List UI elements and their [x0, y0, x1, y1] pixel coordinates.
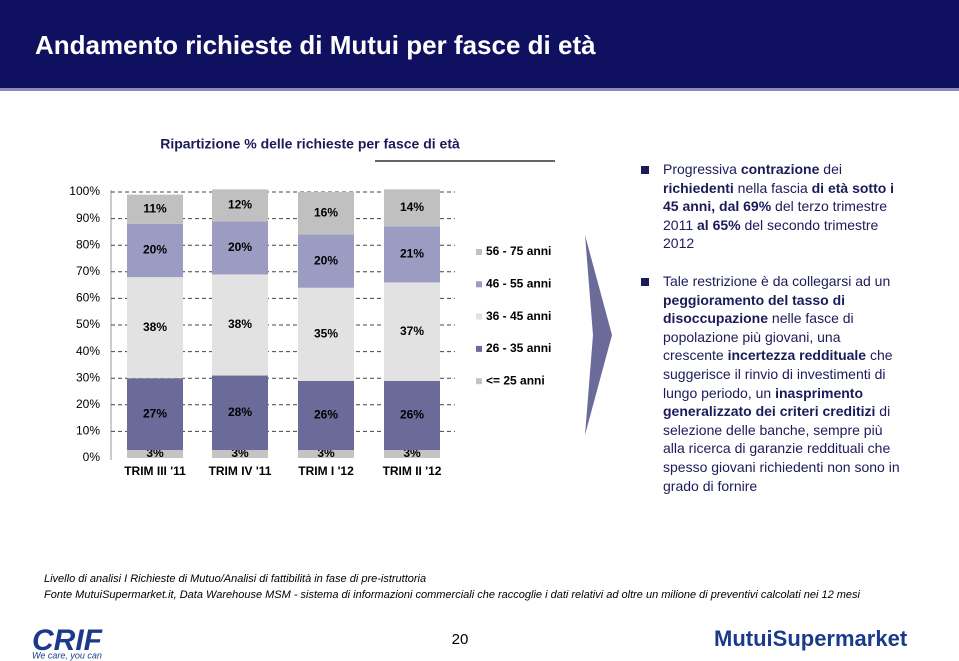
chart-title: Ripartizione % delle richieste per fasce… [160, 136, 460, 152]
data-label: 21% [400, 247, 424, 261]
emphasis: di età sotto i 45 anni, dal 69% [663, 179, 895, 215]
data-label: 38% [228, 317, 252, 331]
header-rule [0, 88, 959, 91]
y-tick-label: 80% [76, 237, 100, 251]
y-tick-label: 60% [76, 291, 100, 305]
legend-swatch [476, 281, 482, 288]
bullet-marker [641, 166, 649, 174]
y-tick-label: 40% [76, 344, 100, 358]
bar-segment [298, 234, 354, 288]
legend-label: 26 - 35 anni [486, 341, 551, 355]
data-label: 28% [228, 405, 252, 419]
bar-segment [298, 192, 354, 235]
bar-segment [298, 450, 354, 458]
emphasis: peggioramento del tasso di disoccupazion… [663, 291, 846, 327]
y-tick-label: 30% [76, 370, 100, 384]
bullet-text: Tale restrizione è da collegarsi ad un p… [663, 272, 903, 495]
bar-segment [384, 189, 440, 227]
legend-label: <= 25 anni [486, 373, 545, 387]
bar-segment [212, 189, 268, 222]
bullet-text: Progressiva contrazione dei richiedenti … [663, 160, 903, 253]
bar-segment [298, 380, 354, 451]
y-tick-label: 50% [76, 317, 100, 331]
bullet-marker [641, 278, 649, 286]
data-label: 37% [400, 324, 424, 338]
data-label: 27% [143, 406, 167, 420]
text: del secondo trimestre 2012 [663, 216, 879, 252]
legend-swatch [476, 313, 482, 320]
text: che suggerisce il rinvio di investimenti… [663, 347, 893, 401]
data-label: 26% [400, 408, 424, 422]
bar-segment [212, 274, 268, 376]
bar-segment [127, 194, 183, 224]
text: del terzo trimestre 2011 [663, 198, 888, 233]
emphasis: inasprimento generalizzato dei criteri c… [663, 384, 876, 420]
bar-segment [127, 277, 183, 379]
legend-label: 46 - 55 anni [486, 276, 551, 290]
data-label: 38% [143, 320, 167, 334]
legend-swatch [476, 249, 482, 255]
data-label: 20% [143, 243, 167, 257]
emphasis: contrazione [740, 161, 820, 177]
footer-note: Livello di analisi I Richieste di Mutuo/… [44, 573, 427, 585]
emphasis: incertezza reddituale [727, 347, 867, 364]
legend-label: 56 - 75 anni [486, 244, 551, 258]
legend-swatch [476, 378, 482, 385]
emphasis: al 65% [697, 216, 741, 233]
data-label: 11% [143, 201, 167, 215]
x-tick-label: TRIM III '11 [124, 464, 186, 478]
legend-swatch [476, 345, 482, 352]
y-tick-label: 100% [69, 184, 100, 198]
emphasis: richiedenti [663, 179, 734, 196]
data-label: 35% [314, 326, 338, 340]
logo-right: MutuiSupermarket [714, 626, 908, 651]
bar-segment [212, 375, 268, 451]
footer-source: Fonte MutuiSupermarket.it, Data Warehous… [44, 589, 860, 601]
y-tick-label: 90% [76, 211, 100, 225]
data-label: 26% [314, 408, 338, 422]
bar-segment [384, 226, 440, 283]
slide-title: Andamento richieste di Mutui per fasce d… [35, 30, 596, 60]
text: nelle fasce di popolazione più giovani, … [663, 310, 854, 364]
bar-segment [384, 380, 440, 451]
data-label: 14% [400, 200, 424, 214]
bar-segment [212, 221, 268, 275]
y-tick-label: 10% [76, 424, 100, 438]
bar-segment [384, 282, 440, 381]
legend-label: 36 - 45 anni [486, 309, 551, 323]
bar-segment [127, 223, 183, 278]
data-label: 16% [314, 205, 338, 219]
bar-segment [298, 287, 354, 381]
bar-segment [127, 450, 183, 458]
text: Progressiva [663, 161, 741, 177]
text: di selezione delle banche, sempre più al… [663, 403, 900, 494]
x-tick-label: TRIM II '12 [383, 464, 442, 478]
y-tick-label: 70% [76, 264, 100, 278]
y-tick-label: 20% [76, 397, 100, 411]
data-label: 12% [228, 197, 252, 211]
arrow [585, 235, 612, 435]
text: Tale restrizione è da collegarsi ad un [663, 273, 891, 289]
bar-segment [127, 378, 183, 451]
bar-segment [384, 450, 440, 458]
logo-left: CRIF [32, 624, 103, 657]
bar-segment [212, 450, 268, 458]
header-bar [0, 0, 959, 88]
x-tick-label: TRIM IV '11 [209, 464, 272, 478]
page-number: 20 [452, 631, 469, 648]
x-tick-label: TRIM I '12 [298, 464, 354, 478]
y-tick-label: 0% [83, 450, 101, 464]
text: nella fascia [733, 179, 812, 196]
logo-tagline: We care, you can [32, 650, 102, 660]
data-label: 20% [314, 253, 338, 267]
data-label: 20% [228, 240, 252, 254]
text: dei [819, 161, 842, 177]
